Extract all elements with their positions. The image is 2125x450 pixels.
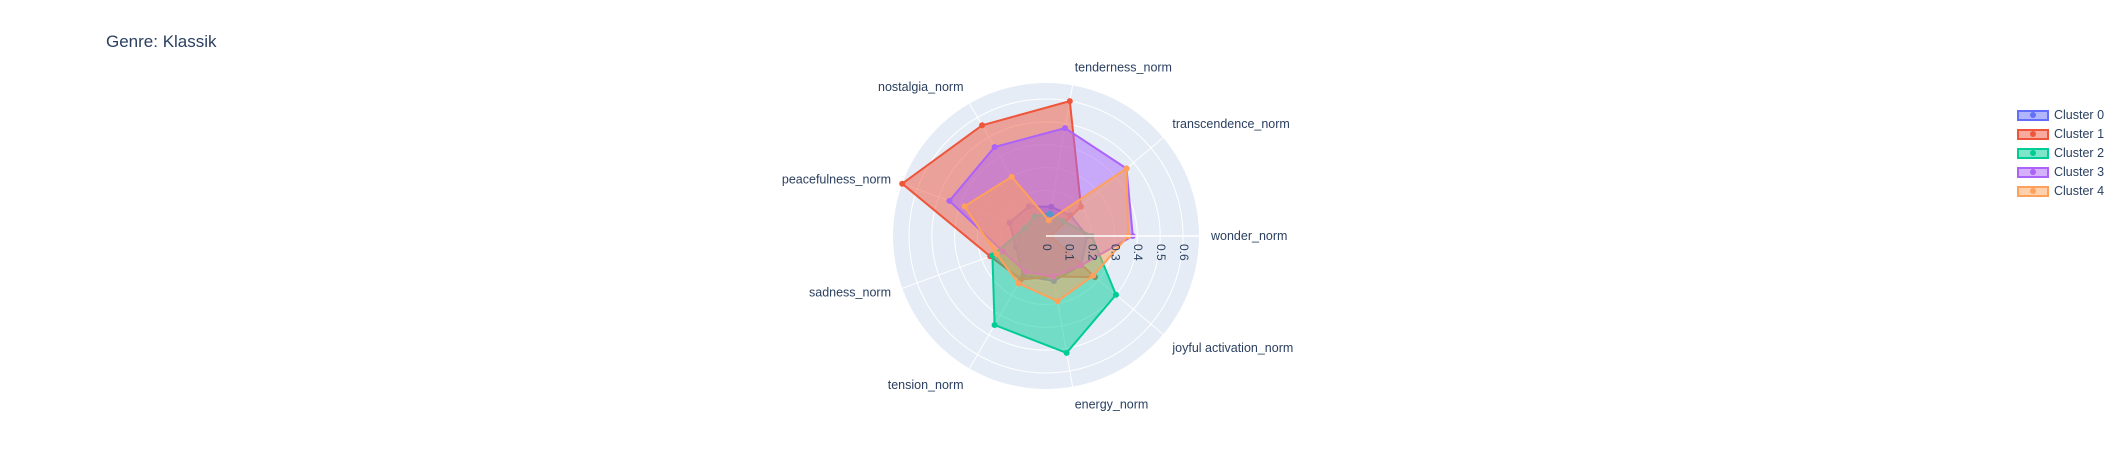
data-point[interactable]	[1063, 349, 1070, 356]
axis-label: wonder_norm	[1210, 229, 1287, 243]
axis-label: peacefulness_norm	[782, 173, 891, 187]
legend-marker	[2030, 131, 2036, 137]
legend-item[interactable]: Cluster 0	[2017, 108, 2104, 122]
radial-tick-label: 0.3	[1108, 244, 1122, 261]
radial-tick-label: 0.5	[1154, 244, 1168, 261]
data-point[interactable]	[1045, 217, 1052, 224]
radial-tick-label: 0.2	[1086, 244, 1100, 261]
data-point[interactable]	[991, 322, 998, 328]
data-point[interactable]	[991, 144, 998, 150]
legend[interactable]: Cluster 0 Cluster 1 Cluster 2 Cluster 3 Clus…	[2017, 108, 2104, 198]
axis-label: energy_norm	[1075, 398, 1149, 412]
radial-tick-label: 0.6	[1177, 244, 1191, 261]
axis-label: tenderness_norm	[1075, 61, 1172, 75]
chart-title: Genre: Klassik	[106, 32, 217, 51]
data-point[interactable]	[961, 203, 968, 210]
data-point[interactable]	[946, 197, 953, 204]
data-point[interactable]	[1123, 165, 1130, 172]
data-point[interactable]	[993, 251, 1000, 257]
legend-label: Cluster 0	[2054, 108, 2104, 122]
data-point[interactable]	[899, 180, 906, 187]
axis-label: transcendence_norm	[1172, 117, 1289, 131]
legend-item[interactable]: Cluster 3	[2017, 165, 2104, 179]
data-point[interactable]	[1008, 173, 1015, 180]
radial-tick-label: 0.1	[1063, 244, 1077, 261]
legend-marker	[2030, 112, 2036, 118]
legend-label: Cluster 3	[2054, 165, 2104, 179]
legend-marker	[2030, 150, 2036, 156]
legend-item[interactable]: Cluster 2	[2017, 146, 2104, 160]
radial-tick-label: 0	[1040, 244, 1054, 251]
data-point[interactable]	[1113, 291, 1119, 298]
data-point[interactable]	[1015, 280, 1022, 287]
series-area	[963, 167, 1130, 303]
legend-item[interactable]: Cluster 4	[2017, 184, 2104, 198]
legend-marker	[2030, 188, 2036, 194]
legend-marker	[2030, 169, 2036, 175]
axis-label: tension_norm	[888, 378, 964, 392]
legend-item[interactable]: Cluster 1	[2017, 127, 2104, 141]
data-point[interactable]	[1090, 272, 1097, 279]
axis-label: sadness_norm	[809, 285, 891, 299]
radial-tick-label: 0.4	[1131, 244, 1145, 261]
data-point[interactable]	[1054, 298, 1061, 305]
axis-label: joyful activation_norm	[1171, 341, 1293, 355]
data-point[interactable]	[979, 122, 986, 129]
axis-label: nostalgia_norm	[878, 80, 963, 94]
radar-labels: 0 0.1 0.2 0.3 0.4 0.5 0.6 wonder_norm transcende…	[782, 61, 1293, 412]
legend-label: Cluster 4	[2054, 184, 2104, 198]
legend-label: Cluster 2	[2054, 146, 2104, 160]
radar-series[interactable]	[899, 98, 1136, 356]
data-point[interactable]	[1062, 125, 1068, 132]
legend-label: Cluster 1	[2054, 127, 2104, 141]
series-cluster-4[interactable]	[961, 165, 1132, 305]
data-point[interactable]	[1066, 98, 1073, 105]
